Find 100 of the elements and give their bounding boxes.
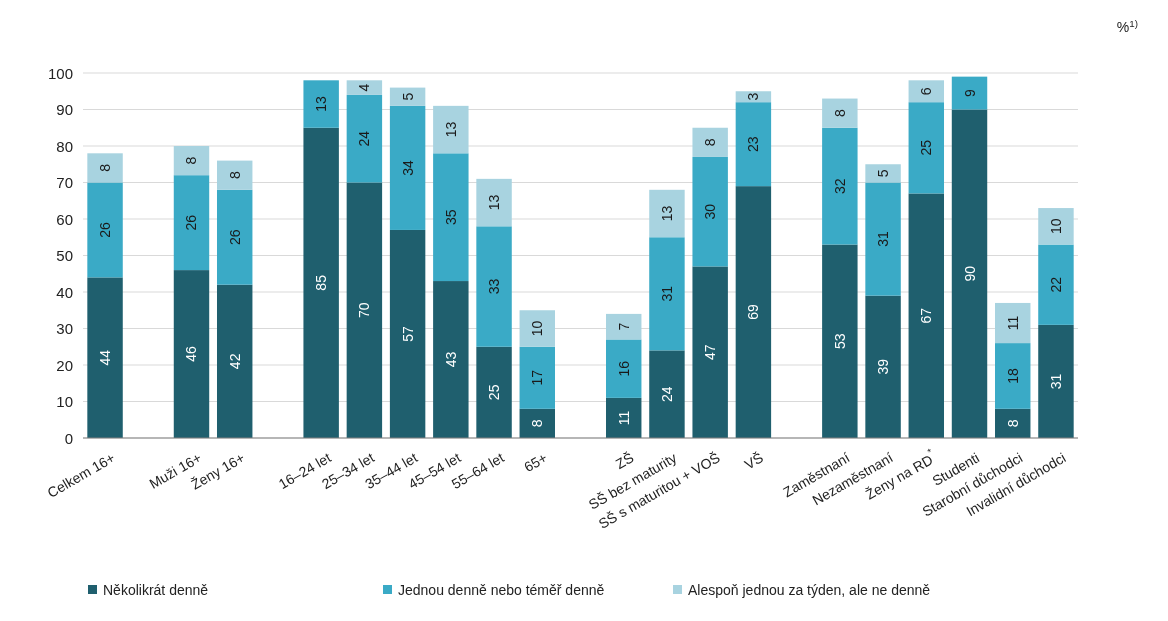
bar — [346, 80, 383, 95]
bar — [865, 182, 901, 296]
bar — [951, 109, 988, 438]
data-label: 30 — [702, 203, 719, 220]
data-label: 53 — [831, 333, 848, 350]
bar — [1038, 208, 1074, 245]
data-label: 90 — [961, 265, 978, 282]
data-label: 13 — [442, 121, 459, 138]
data-label: 18 — [1004, 367, 1021, 384]
data-label: 8 — [1004, 419, 1021, 428]
data-label: 4 — [356, 83, 373, 92]
bar — [606, 339, 642, 398]
bar — [649, 237, 685, 351]
y-tick-label: 70 — [56, 174, 73, 191]
bar — [216, 189, 253, 285]
bar — [519, 310, 555, 347]
y-tick-label: 40 — [56, 283, 73, 301]
bar — [173, 175, 210, 271]
data-label: 32 — [831, 178, 848, 194]
data-label: 67 — [918, 307, 935, 324]
data-label: 26 — [97, 221, 114, 238]
data-label: 5 — [399, 92, 416, 101]
bar — [822, 244, 858, 438]
bar — [519, 346, 555, 409]
data-label: 39 — [875, 358, 892, 375]
bar — [822, 98, 858, 128]
bar — [433, 153, 469, 282]
data-label: 25 — [918, 139, 935, 156]
data-label: 69 — [745, 304, 762, 320]
bar — [606, 397, 642, 438]
data-label: 23 — [745, 136, 762, 152]
bar — [216, 160, 253, 190]
y-tick-label: 60 — [56, 210, 73, 228]
legend-label: Alespoň jednou za týden, ale ne denně — [688, 582, 931, 598]
data-label: 17 — [529, 369, 546, 386]
data-label: 35 — [442, 209, 459, 225]
data-label: 24 — [658, 386, 675, 402]
data-label: 31 — [1047, 373, 1064, 390]
data-label: 24 — [356, 130, 373, 147]
bar — [649, 350, 685, 438]
data-label: 33 — [486, 278, 503, 295]
y-tick-label: 0 — [64, 429, 73, 447]
data-label: 8 — [529, 419, 546, 428]
bar — [822, 127, 858, 245]
bar — [346, 94, 383, 183]
data-label: 26 — [183, 214, 200, 231]
bar — [216, 284, 253, 438]
data-label: 13 — [486, 194, 503, 211]
data-label: 11 — [1004, 315, 1021, 331]
data-label: 9 — [961, 88, 978, 97]
data-label: 42 — [226, 353, 243, 370]
y-tick-label: 50 — [56, 247, 73, 264]
data-label: 5 — [875, 169, 892, 178]
data-label: 47 — [702, 344, 719, 361]
bar — [865, 295, 901, 438]
legend-label: Jednou denně nebo téměř denně — [398, 582, 605, 598]
y-tick-label: 10 — [56, 393, 73, 410]
data-label: 8 — [97, 163, 114, 172]
y-tick-label: 90 — [56, 101, 73, 118]
bar — [995, 343, 1031, 409]
bar — [433, 281, 469, 438]
data-label: 8 — [831, 109, 848, 118]
bar — [735, 186, 772, 438]
data-label: 10 — [1047, 218, 1064, 235]
data-label: 31 — [658, 285, 675, 302]
x-tick-label: ZŠ — [612, 449, 637, 473]
bar — [1038, 324, 1074, 438]
y-tick-label: 100 — [47, 64, 73, 82]
data-label: 3 — [745, 92, 762, 101]
bar — [303, 80, 339, 128]
bar — [476, 346, 512, 438]
bar — [1038, 244, 1074, 325]
data-label: 26 — [226, 229, 243, 246]
bar — [908, 102, 945, 194]
data-label: 57 — [399, 325, 416, 342]
x-tick-label: 65+ — [521, 449, 550, 476]
data-label: 13 — [658, 205, 675, 222]
legend-label: Několikrát denně — [103, 582, 209, 598]
bar — [173, 146, 210, 176]
bar — [476, 178, 512, 227]
bar — [692, 266, 728, 438]
data-label: 85 — [313, 274, 330, 291]
y-tick-label: 20 — [56, 356, 73, 374]
bar — [908, 80, 945, 103]
bar — [735, 102, 772, 187]
data-label: 31 — [875, 231, 892, 247]
bar — [173, 270, 210, 438]
y-tick-label: 80 — [56, 137, 73, 155]
bar — [346, 182, 383, 438]
data-label: 8 — [702, 138, 719, 147]
data-label: 43 — [442, 351, 459, 368]
bar — [951, 76, 988, 110]
bar — [692, 127, 728, 157]
data-label: 8 — [183, 156, 200, 165]
bar — [476, 226, 512, 347]
bar — [87, 153, 123, 183]
x-tick-label: VŠ — [741, 449, 767, 473]
data-label: 25 — [486, 384, 503, 401]
y-tick-label: 30 — [56, 320, 73, 337]
data-label: 8 — [226, 171, 243, 180]
